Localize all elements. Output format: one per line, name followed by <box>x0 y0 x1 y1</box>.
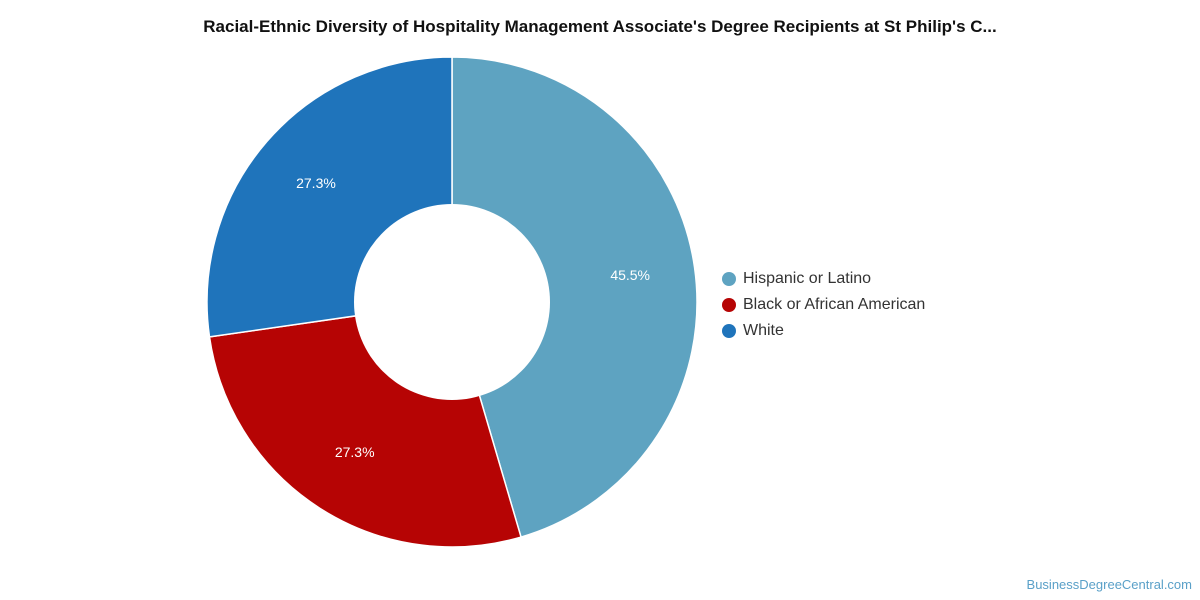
watermark: BusinessDegreeCentral.com <box>1026 577 1192 592</box>
legend-label: White <box>743 322 784 339</box>
legend-label: Black or African American <box>743 296 926 313</box>
slice-label: 27.3% <box>296 175 336 191</box>
legend-marker-hispanic-or-latino <box>722 272 736 286</box>
slice-label: 27.3% <box>335 444 375 460</box>
slice-label: 45.5% <box>610 267 650 283</box>
legend-item-hispanic-or-latino[interactable]: Hispanic or Latino <box>722 266 925 292</box>
legend-marker-black-or-african-american <box>722 298 736 312</box>
legend-item-black-or-african-american[interactable]: Black or African American <box>722 292 925 318</box>
chart-title: Racial-Ethnic Diversity of Hospitality M… <box>203 17 997 36</box>
legend-marker-white <box>722 324 736 338</box>
donut-hole <box>354 204 550 400</box>
legend: Hispanic or Latino Black or African Amer… <box>722 266 925 344</box>
legend-item-white[interactable]: White <box>722 318 925 344</box>
slice-hispanic-or-latino[interactable] <box>451 56 698 539</box>
slice-labels: 45.5% 27.3% 27.3% <box>296 175 650 460</box>
legend-label: Hispanic or Latino <box>743 270 872 287</box>
